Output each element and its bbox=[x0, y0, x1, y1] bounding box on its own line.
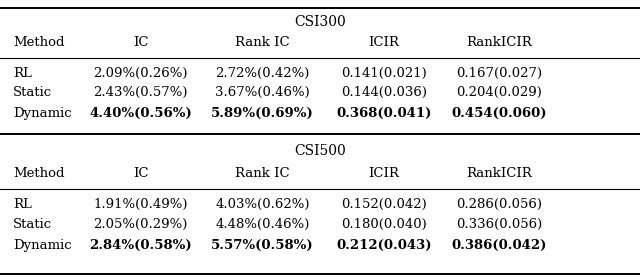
Text: 4.48%(0.46%): 4.48%(0.46%) bbox=[215, 218, 310, 231]
Text: 0.454(0.060): 0.454(0.060) bbox=[451, 107, 547, 120]
Text: 0.386(0.042): 0.386(0.042) bbox=[451, 239, 547, 252]
Text: Dynamic: Dynamic bbox=[13, 107, 72, 120]
Text: 0.336(0.056): 0.336(0.056) bbox=[456, 218, 542, 231]
Text: 3.67%(0.46%): 3.67%(0.46%) bbox=[215, 86, 310, 99]
Text: 0.286(0.056): 0.286(0.056) bbox=[456, 198, 542, 211]
Text: RL: RL bbox=[13, 67, 31, 80]
Text: Rank IC: Rank IC bbox=[235, 37, 290, 49]
Text: CSI500: CSI500 bbox=[294, 144, 346, 158]
Text: 2.43%(0.57%): 2.43%(0.57%) bbox=[93, 86, 188, 99]
Text: 2.09%(0.26%): 2.09%(0.26%) bbox=[93, 67, 188, 80]
Text: 0.152(0.042): 0.152(0.042) bbox=[341, 198, 427, 211]
Text: 2.72%(0.42%): 2.72%(0.42%) bbox=[215, 67, 310, 80]
Text: ICIR: ICIR bbox=[369, 167, 399, 179]
Text: Rank IC: Rank IC bbox=[235, 167, 290, 179]
Text: 5.89%(0.69%): 5.89%(0.69%) bbox=[211, 107, 314, 120]
Text: 0.167(0.027): 0.167(0.027) bbox=[456, 67, 542, 80]
Text: Static: Static bbox=[13, 86, 52, 99]
Text: 4.03%(0.62%): 4.03%(0.62%) bbox=[215, 198, 310, 211]
Text: 0.141(0.021): 0.141(0.021) bbox=[341, 67, 427, 80]
Text: 0.368(0.041): 0.368(0.041) bbox=[336, 107, 432, 120]
Text: 0.212(0.043): 0.212(0.043) bbox=[336, 239, 432, 252]
Text: CSI300: CSI300 bbox=[294, 15, 346, 29]
Text: 1.91%(0.49%): 1.91%(0.49%) bbox=[93, 198, 188, 211]
Text: Method: Method bbox=[13, 37, 64, 49]
Text: RL: RL bbox=[13, 198, 31, 211]
Text: RankICIR: RankICIR bbox=[467, 37, 532, 49]
Text: 5.57%(0.58%): 5.57%(0.58%) bbox=[211, 239, 314, 252]
Text: 0.180(0.040): 0.180(0.040) bbox=[341, 218, 427, 231]
Text: Static: Static bbox=[13, 218, 52, 231]
Text: 2.05%(0.29%): 2.05%(0.29%) bbox=[93, 218, 188, 231]
Text: RankICIR: RankICIR bbox=[467, 167, 532, 179]
Text: 0.204(0.029): 0.204(0.029) bbox=[456, 86, 542, 99]
Text: 4.40%(0.56%): 4.40%(0.56%) bbox=[90, 107, 192, 120]
Text: Dynamic: Dynamic bbox=[13, 239, 72, 252]
Text: 2.84%(0.58%): 2.84%(0.58%) bbox=[90, 239, 192, 252]
Text: IC: IC bbox=[133, 167, 148, 179]
Text: Method: Method bbox=[13, 167, 64, 179]
Text: ICIR: ICIR bbox=[369, 37, 399, 49]
Text: IC: IC bbox=[133, 37, 148, 49]
Text: 0.144(0.036): 0.144(0.036) bbox=[341, 86, 427, 99]
